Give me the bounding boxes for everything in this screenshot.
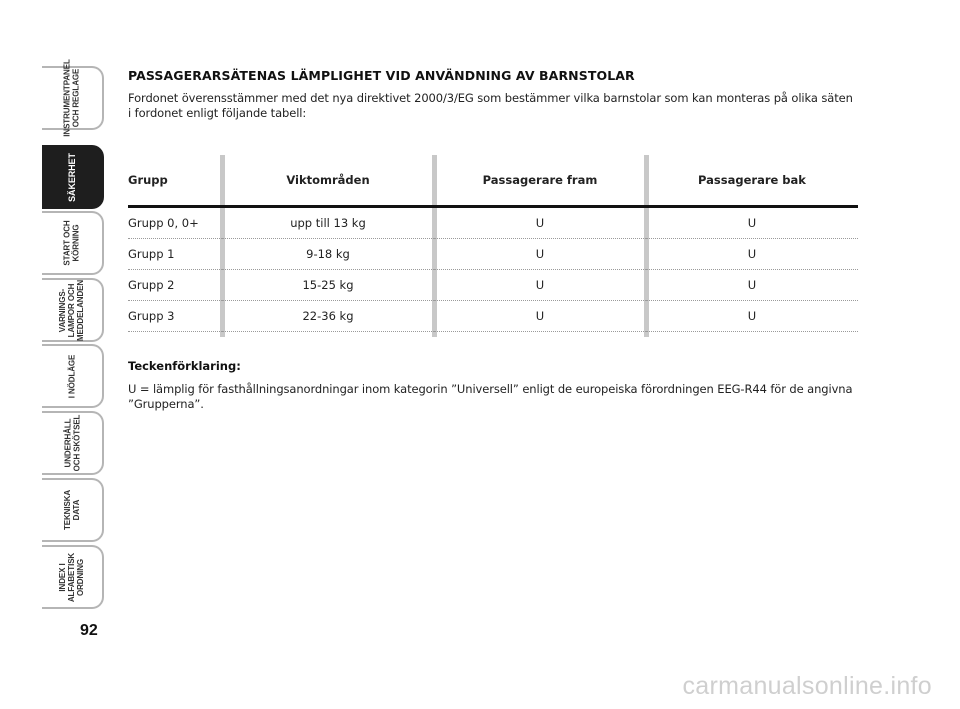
section-sidebar: INSTRUMENTPANEL OCH REGLAGE SÄKERHET STA…: [0, 0, 110, 709]
cell-weight: 15-25 kg: [222, 269, 434, 301]
intro-paragraph: Fordonet överensstämmer med det nya dire…: [128, 91, 853, 120]
cell-front: U: [434, 206, 646, 239]
cell-grupp: Grupp 0, 0+: [128, 206, 222, 239]
tab-label: TEKNISKA DATA: [63, 489, 81, 531]
header-passagerare-fram: Passagerare fram: [434, 155, 646, 208]
tab-start-och-korning[interactable]: START OCH KÖRNING: [42, 211, 104, 275]
tab-label: INSTRUMENTPANEL OCH REGLAGE: [63, 59, 81, 137]
main-content: PASSAGERARSÄTENAS LÄMPLIGHET VID ANVÄNDN…: [128, 68, 858, 412]
cell-rear: U: [646, 206, 858, 239]
header-passagerare-bak: Passagerare bak: [646, 155, 858, 208]
tab-underhall[interactable]: UNDERHÅLL OCH SKÖTSEL: [42, 411, 104, 475]
page-heading: PASSAGERARSÄTENAS LÄMPLIGHET VID ANVÄNDN…: [128, 68, 635, 83]
tab-label: I NÖDLÄGE: [67, 354, 77, 398]
tab-label: VARNINGS- LAMPOR OCH MEDDELANDEN: [58, 279, 86, 341]
tab-label: UNDERHÅLL OCH SKÖTSEL: [63, 414, 81, 472]
legend-text: U = lämplig för fasthållningsanordningar…: [128, 382, 853, 411]
cell-grupp: Grupp 1: [128, 238, 222, 270]
table-row: Grupp 0, 0+ upp till 13 kg U U: [128, 206, 858, 239]
table-row: Grupp 2 15-25 kg U U: [128, 269, 858, 301]
table-header-row: Grupp Viktområden Passagerare fram Passa…: [128, 155, 858, 208]
child-seat-table: Grupp Viktområden Passagerare fram Passa…: [128, 155, 858, 332]
cell-grupp: Grupp 3: [128, 300, 222, 332]
tab-i-nodlage[interactable]: I NÖDLÄGE: [42, 344, 104, 408]
cell-grupp: Grupp 2: [128, 269, 222, 301]
tab-instrumentpanel[interactable]: INSTRUMENTPANEL OCH REGLAGE: [42, 59, 104, 137]
child-seat-table-wrap: Grupp Viktområden Passagerare fram Passa…: [128, 155, 858, 337]
cell-front: U: [434, 300, 646, 332]
tab-sakerhet[interactable]: SÄKERHET: [42, 145, 104, 209]
cell-rear: U: [646, 269, 858, 301]
page-number: 92: [80, 622, 98, 639]
cell-weight: upp till 13 kg: [222, 206, 434, 239]
cell-weight: 22-36 kg: [222, 300, 434, 332]
tab-varningslampor[interactable]: VARNINGS- LAMPOR OCH MEDDELANDEN: [42, 278, 104, 342]
tab-tekniska-data[interactable]: TEKNISKA DATA: [42, 478, 104, 542]
watermark: carmanualsonline.info: [682, 672, 932, 700]
header-viktomraden: Viktområden: [222, 155, 434, 208]
cell-front: U: [434, 238, 646, 270]
legend-title: Teckenförklaring:: [128, 359, 241, 373]
tab-index[interactable]: INDEX I ALFABETISK ORDNING: [42, 545, 104, 609]
cell-rear: U: [646, 238, 858, 270]
cell-rear: U: [646, 300, 858, 332]
tab-label: INDEX I ALFABETISK ORDNING: [58, 552, 86, 602]
tab-label: START OCH KÖRNING: [62, 220, 81, 266]
tab-label: SÄKERHET: [66, 152, 77, 202]
cell-weight: 9-18 kg: [222, 238, 434, 270]
table-row: Grupp 3 22-36 kg U U: [128, 300, 858, 332]
table-row: Grupp 1 9-18 kg U U: [128, 238, 858, 270]
header-grupp: Grupp: [128, 155, 222, 208]
cell-front: U: [434, 269, 646, 301]
